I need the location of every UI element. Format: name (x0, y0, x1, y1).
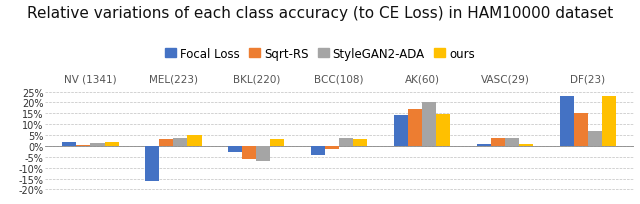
Bar (188, 135, 202, 146)
Bar (519, 144, 533, 146)
Bar (505, 139, 519, 146)
Bar (311, 146, 325, 155)
Bar (242, 146, 256, 159)
Text: VASC(29): VASC(29) (481, 74, 529, 84)
Bar (477, 144, 491, 146)
Bar (173, 139, 188, 146)
Text: MEL(223): MEL(223) (149, 74, 198, 84)
Bar (436, 115, 451, 146)
Bar (256, 146, 270, 161)
Bar (574, 114, 588, 146)
Bar (422, 103, 436, 146)
Bar (228, 146, 242, 153)
Bar (408, 109, 422, 146)
Bar (325, 146, 339, 149)
Bar (62, 142, 76, 146)
Text: DF(23): DF(23) (570, 74, 605, 84)
Bar (145, 146, 159, 181)
Text: NV (1341): NV (1341) (64, 74, 116, 84)
Bar (560, 96, 574, 146)
Bar (602, 96, 616, 146)
Bar (76, 145, 90, 146)
Text: BKL(220): BKL(220) (232, 74, 280, 84)
Bar (394, 116, 408, 146)
Bar (270, 140, 284, 146)
Bar (104, 142, 118, 146)
Legend: Focal Loss, Sqrt-RS, StyleGAN2-ADA, ours: Focal Loss, Sqrt-RS, StyleGAN2-ADA, ours (161, 43, 479, 65)
Text: Relative variations of each class accuracy (to CE Loss) in HAM10000 dataset: Relative variations of each class accura… (27, 6, 613, 21)
Text: BCC(108): BCC(108) (314, 74, 364, 84)
Bar (353, 140, 367, 146)
Bar (491, 139, 505, 146)
Bar (339, 139, 353, 146)
Bar (588, 131, 602, 146)
Bar (159, 140, 173, 146)
Text: AK(60): AK(60) (404, 74, 440, 84)
Bar (90, 143, 104, 146)
